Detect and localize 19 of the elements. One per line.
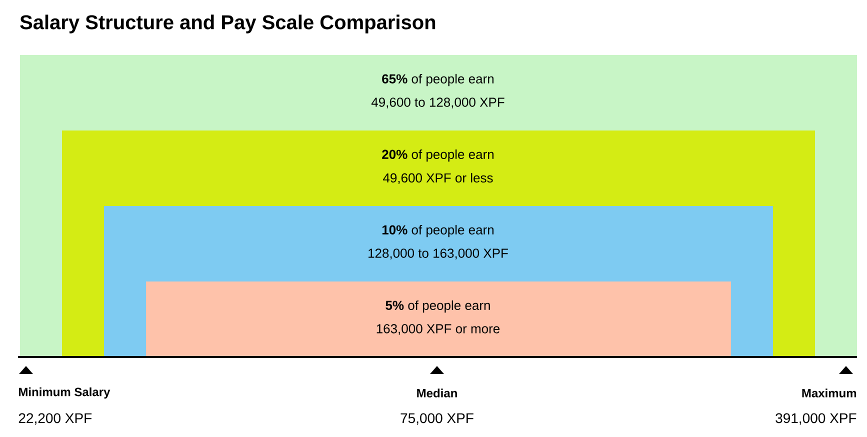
data-label: 20 — [382, 150, 396, 159]
text: 22,200 XPF — [18, 413, 92, 425]
text: 391,000 XPF — [776, 413, 856, 425]
category-label: % of people earn — [396, 149, 494, 162]
data-label: 5 — [386, 300, 392, 310]
text: 49,600 XPF or less — [383, 172, 493, 184]
text: 75,000 XPF — [400, 413, 474, 425]
data-label: 10 — [382, 225, 396, 234]
text: 49,600 to 128,000 XPF — [371, 98, 504, 108]
category-label: % of people earn — [392, 300, 490, 313]
data-label: 65 — [382, 74, 396, 84]
text: Salary Structure and Pay Scale Comparison — [20, 14, 436, 34]
text: Maximum — [802, 388, 856, 398]
text: 128,000 to 163,000 XPF — [368, 248, 508, 260]
text: 163,000 XPF or more — [376, 324, 500, 335]
category-label: % of people earn — [396, 74, 494, 86]
category-label: % of people earn — [396, 224, 494, 238]
text: Median — [417, 388, 457, 398]
text: Minimum Salary — [19, 387, 110, 399]
